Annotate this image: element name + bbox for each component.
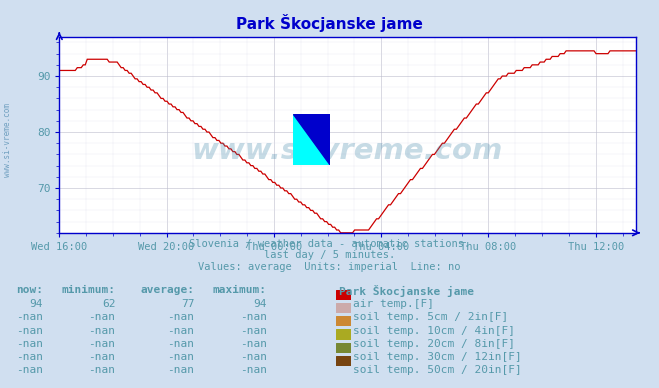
Text: -nan: -nan [167,312,194,322]
Text: Values: average  Units: imperial  Line: no: Values: average Units: imperial Line: no [198,262,461,272]
Text: average:: average: [140,285,194,295]
Text: soil temp. 50cm / 20in[F]: soil temp. 50cm / 20in[F] [353,365,521,375]
Text: -nan: -nan [240,339,267,349]
Text: -nan: -nan [240,352,267,362]
Text: -nan: -nan [167,326,194,336]
Text: -nan: -nan [16,326,43,336]
Text: -nan: -nan [167,365,194,375]
Text: soil temp. 30cm / 12in[F]: soil temp. 30cm / 12in[F] [353,352,521,362]
Text: -nan: -nan [88,352,115,362]
Text: 77: 77 [181,299,194,309]
Polygon shape [293,114,330,165]
Text: minimum:: minimum: [61,285,115,295]
Text: -nan: -nan [240,312,267,322]
Text: air temp.[F]: air temp.[F] [353,299,434,309]
Text: 94: 94 [254,299,267,309]
Polygon shape [293,114,330,165]
Text: -nan: -nan [88,365,115,375]
Text: -nan: -nan [88,326,115,336]
Text: soil temp. 10cm / 4in[F]: soil temp. 10cm / 4in[F] [353,326,515,336]
Text: -nan: -nan [16,352,43,362]
Text: now:: now: [16,285,43,295]
Text: -nan: -nan [88,312,115,322]
Text: soil temp. 20cm / 8in[F]: soil temp. 20cm / 8in[F] [353,339,515,349]
Text: 94: 94 [30,299,43,309]
Text: -nan: -nan [240,365,267,375]
Text: -nan: -nan [16,365,43,375]
Text: last day / 5 minutes.: last day / 5 minutes. [264,250,395,260]
Text: -nan: -nan [16,339,43,349]
Text: Park Škocjanske jame: Park Škocjanske jame [339,285,474,297]
Text: maximum:: maximum: [213,285,267,295]
Text: soil temp. 5cm / 2in[F]: soil temp. 5cm / 2in[F] [353,312,508,322]
Text: -nan: -nan [16,312,43,322]
Text: Park Škocjanske jame: Park Škocjanske jame [236,14,423,31]
Text: -nan: -nan [88,339,115,349]
Text: -nan: -nan [167,352,194,362]
Text: -nan: -nan [167,339,194,349]
Text: -nan: -nan [240,326,267,336]
Text: Slovenia / weather data - automatic stations.: Slovenia / weather data - automatic stat… [189,239,470,249]
Text: www.si-vreme.com: www.si-vreme.com [3,103,13,177]
Text: www.si-vreme.com: www.si-vreme.com [192,137,503,165]
Text: 62: 62 [102,299,115,309]
